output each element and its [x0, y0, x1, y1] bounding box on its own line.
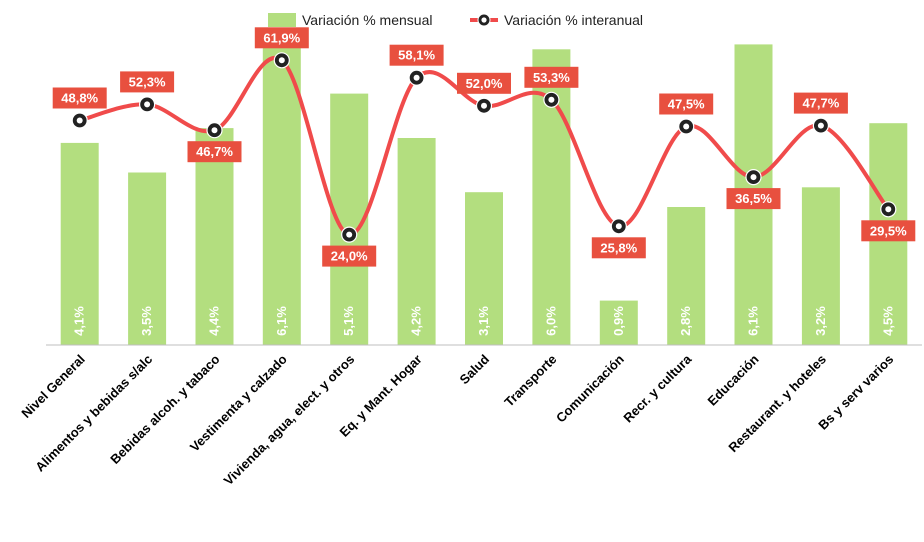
line-label-box	[524, 66, 579, 88]
bar	[195, 128, 234, 345]
line-label-box	[187, 141, 242, 163]
bar	[465, 192, 503, 345]
line-label-box	[322, 245, 377, 267]
bar-value-label: 4,5%	[880, 306, 895, 336]
legend-swatch-mensual	[268, 13, 296, 27]
line-label-box	[726, 188, 781, 210]
category-label: Nivel General	[18, 352, 87, 421]
line-value-label: 58,1%	[398, 48, 435, 63]
line-marker-dot	[76, 117, 83, 124]
bars	[60, 44, 908, 346]
bar-value-label: 4,2%	[409, 306, 424, 336]
line-value-label: 47,7%	[802, 96, 839, 111]
line-marker-dot	[211, 127, 218, 134]
category-label: Alimentos y bebidas s/alc	[32, 352, 155, 475]
bar-value-label: 6,1%	[746, 306, 761, 336]
category-label: Educación	[705, 351, 762, 408]
bar-value-label: 6,0%	[543, 306, 558, 336]
category-label: Comunicación	[553, 351, 627, 425]
line-label-box	[254, 27, 309, 49]
line-value-label: 47,5%	[668, 97, 705, 112]
line-value-label: 24,0%	[331, 249, 368, 264]
line-label-box	[861, 220, 916, 242]
line-label-box	[52, 87, 107, 109]
bar-value-label: 3,2%	[813, 306, 828, 336]
line-label-box	[659, 93, 714, 115]
bar	[60, 142, 99, 345]
legend-label-interanual: Variación % interanual	[504, 12, 643, 28]
bar	[801, 187, 840, 345]
bar	[397, 138, 436, 345]
bar-value-label: 4,4%	[207, 306, 222, 336]
bar-value-label: 0,9%	[611, 306, 626, 336]
line-value-label: 46,7%	[196, 144, 233, 159]
line-marker-dot	[346, 231, 353, 238]
line-marker-dot	[548, 96, 555, 103]
line-label-box	[120, 71, 175, 93]
category-label: Transporte	[501, 352, 559, 410]
line-value-label: 52,0%	[466, 76, 503, 91]
line-marker-dot	[615, 223, 622, 230]
legend-marker-interanual-dot	[481, 17, 487, 23]
bar	[262, 44, 301, 346]
bar	[667, 207, 706, 345]
line-marker-dot	[144, 101, 151, 108]
line-value-label: 36,5%	[735, 191, 772, 206]
line-marker-dot	[750, 174, 757, 181]
line-value-label: 25,8%	[600, 240, 637, 255]
line-marker-dot	[885, 206, 892, 213]
line-markers	[71, 52, 897, 243]
bar-value-label: 3,1%	[476, 306, 491, 336]
category-label: Recr. y cultura	[620, 351, 695, 426]
line-label-box	[591, 237, 646, 259]
line-value-label: 52,3%	[129, 74, 166, 89]
line-value-label: 61,9%	[263, 30, 300, 45]
line-marker-dot	[413, 74, 420, 81]
bar-value-label: 2,8%	[678, 306, 693, 336]
bar-value-label: 5,1%	[341, 306, 356, 336]
line-value-label: 29,5%	[870, 223, 907, 238]
line-labels: 48,8% 52,3% 46,7% 61,9% 24,0% 58,1% 52,0% 53,3%…	[52, 27, 916, 267]
bar	[599, 300, 638, 345]
line-label-box	[389, 44, 444, 66]
line-value-label: 53,3%	[533, 70, 570, 85]
line-label-box	[793, 92, 848, 114]
bar-labels: 4,1% 3,5% 4,4% 6,1% 5,1% 4,2% 3,1% 6,0% 0,9% 2,8%…	[72, 306, 896, 336]
bar-value-label: 3,5%	[139, 306, 154, 336]
line-marker-dot	[683, 123, 690, 130]
line-value-label: 48,8%	[61, 91, 98, 106]
bar	[128, 172, 167, 345]
bar-value-label: 6,1%	[274, 306, 289, 336]
category-label: Vivienda, agua, elect. y otros	[221, 352, 358, 489]
category-label: Salud	[456, 351, 492, 387]
line-marker-dot	[278, 57, 285, 64]
legend-label-mensual: Variación % mensual	[302, 12, 432, 28]
bar-value-label: 4,1%	[72, 306, 87, 336]
legend: Variación % mensual Variación % interanu…	[268, 12, 643, 28]
line-label-box	[457, 72, 511, 94]
category-label: Bs y serv varios	[815, 352, 896, 433]
line-marker-dot	[817, 122, 824, 129]
line-marker-dot	[481, 102, 487, 109]
category-label: Bebidas alcoh. y tabaco	[107, 351, 222, 466]
